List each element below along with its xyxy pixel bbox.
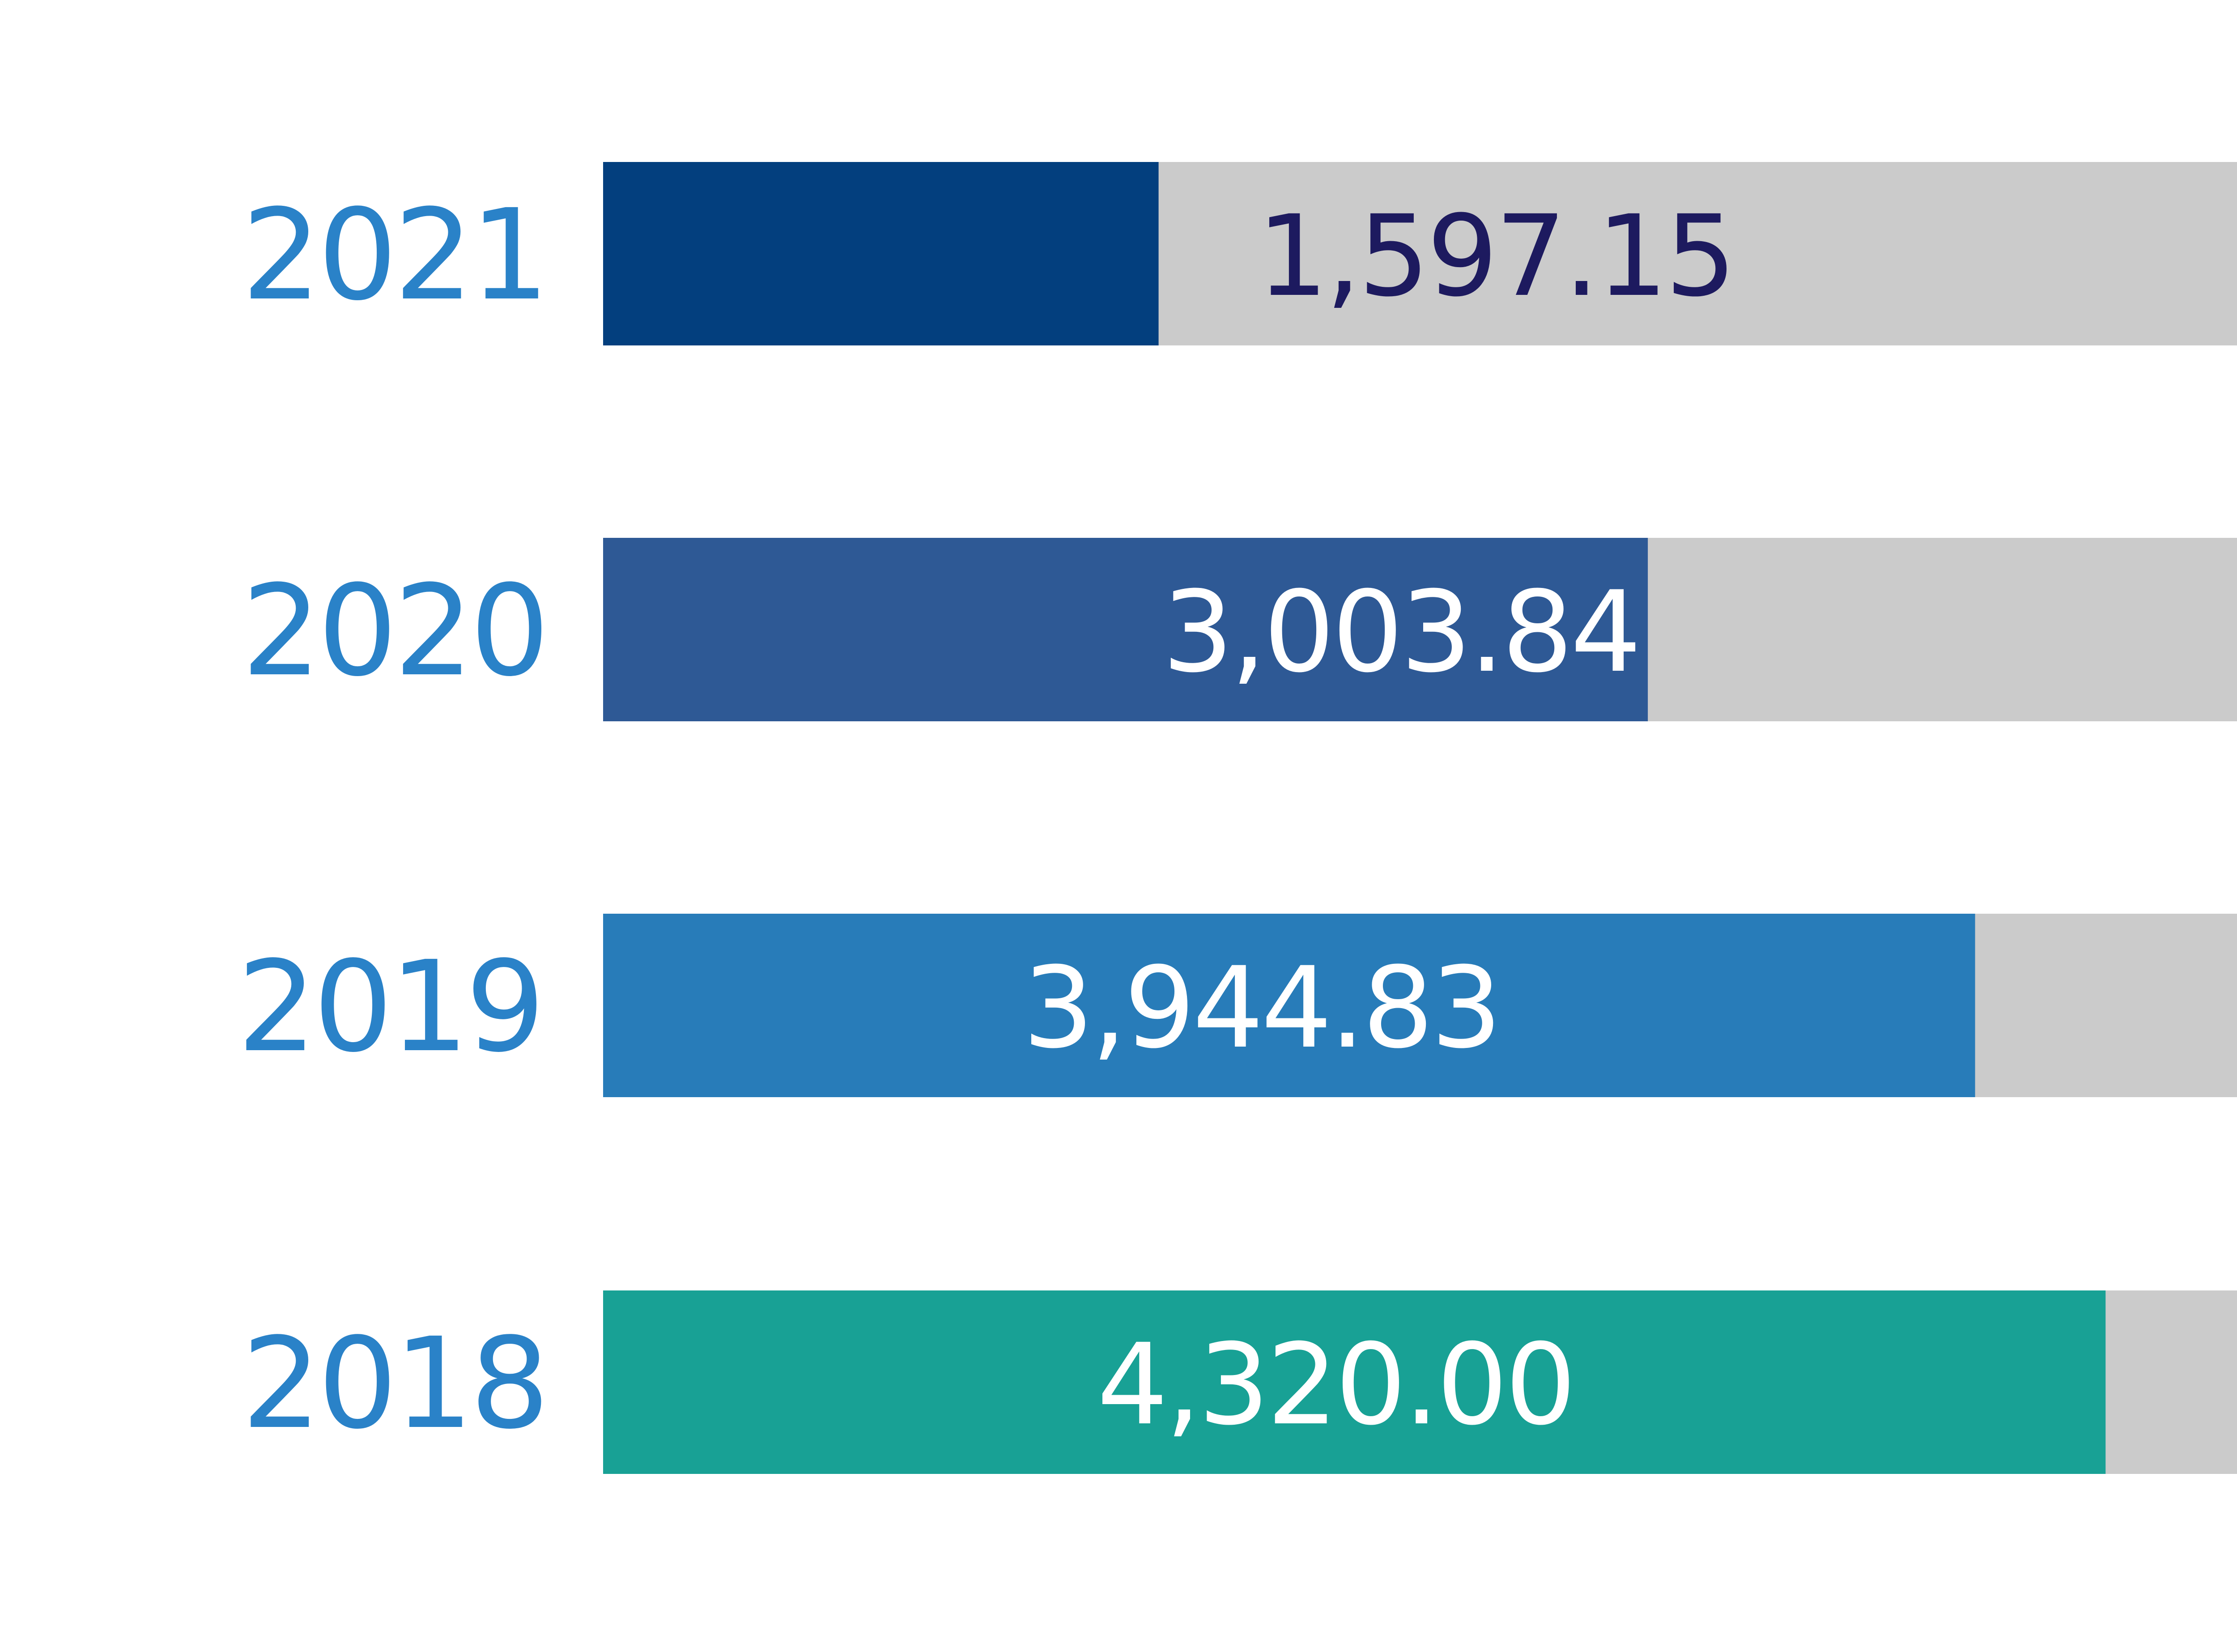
year-label-2018: 2018: [242, 1311, 546, 1457]
year-label-2021: 2021: [242, 183, 546, 328]
bar-2020: [603, 538, 1648, 721]
bar-row-2019: 2019 3,944.83: [237, 914, 2237, 1097]
bar-2018: [603, 1290, 2106, 1474]
value-label-2021: 1,597.15: [1257, 191, 1734, 321]
value-label-2019: 3,944.83: [1023, 943, 1499, 1073]
year-label-2019: 2019: [237, 934, 542, 1080]
bar-row-2020: 2020 3,003.84: [242, 538, 2237, 721]
bar-2021: [603, 162, 1159, 345]
value-label-2020: 3,003.84: [1162, 567, 1639, 697]
value-label-2018: 4,320.00: [1097, 1320, 1574, 1450]
chart-rows: 2021 1,597.15 2020 3,003.84 2019 3,944.83 2018…: [237, 162, 2237, 1474]
bar-row-2018: 2018 4,320.00: [242, 1290, 2237, 1474]
bar-2019: [603, 914, 1975, 1097]
bar-row-2021: 2021 1,597.15: [242, 162, 2237, 345]
year-label-2020: 2020: [242, 558, 546, 704]
